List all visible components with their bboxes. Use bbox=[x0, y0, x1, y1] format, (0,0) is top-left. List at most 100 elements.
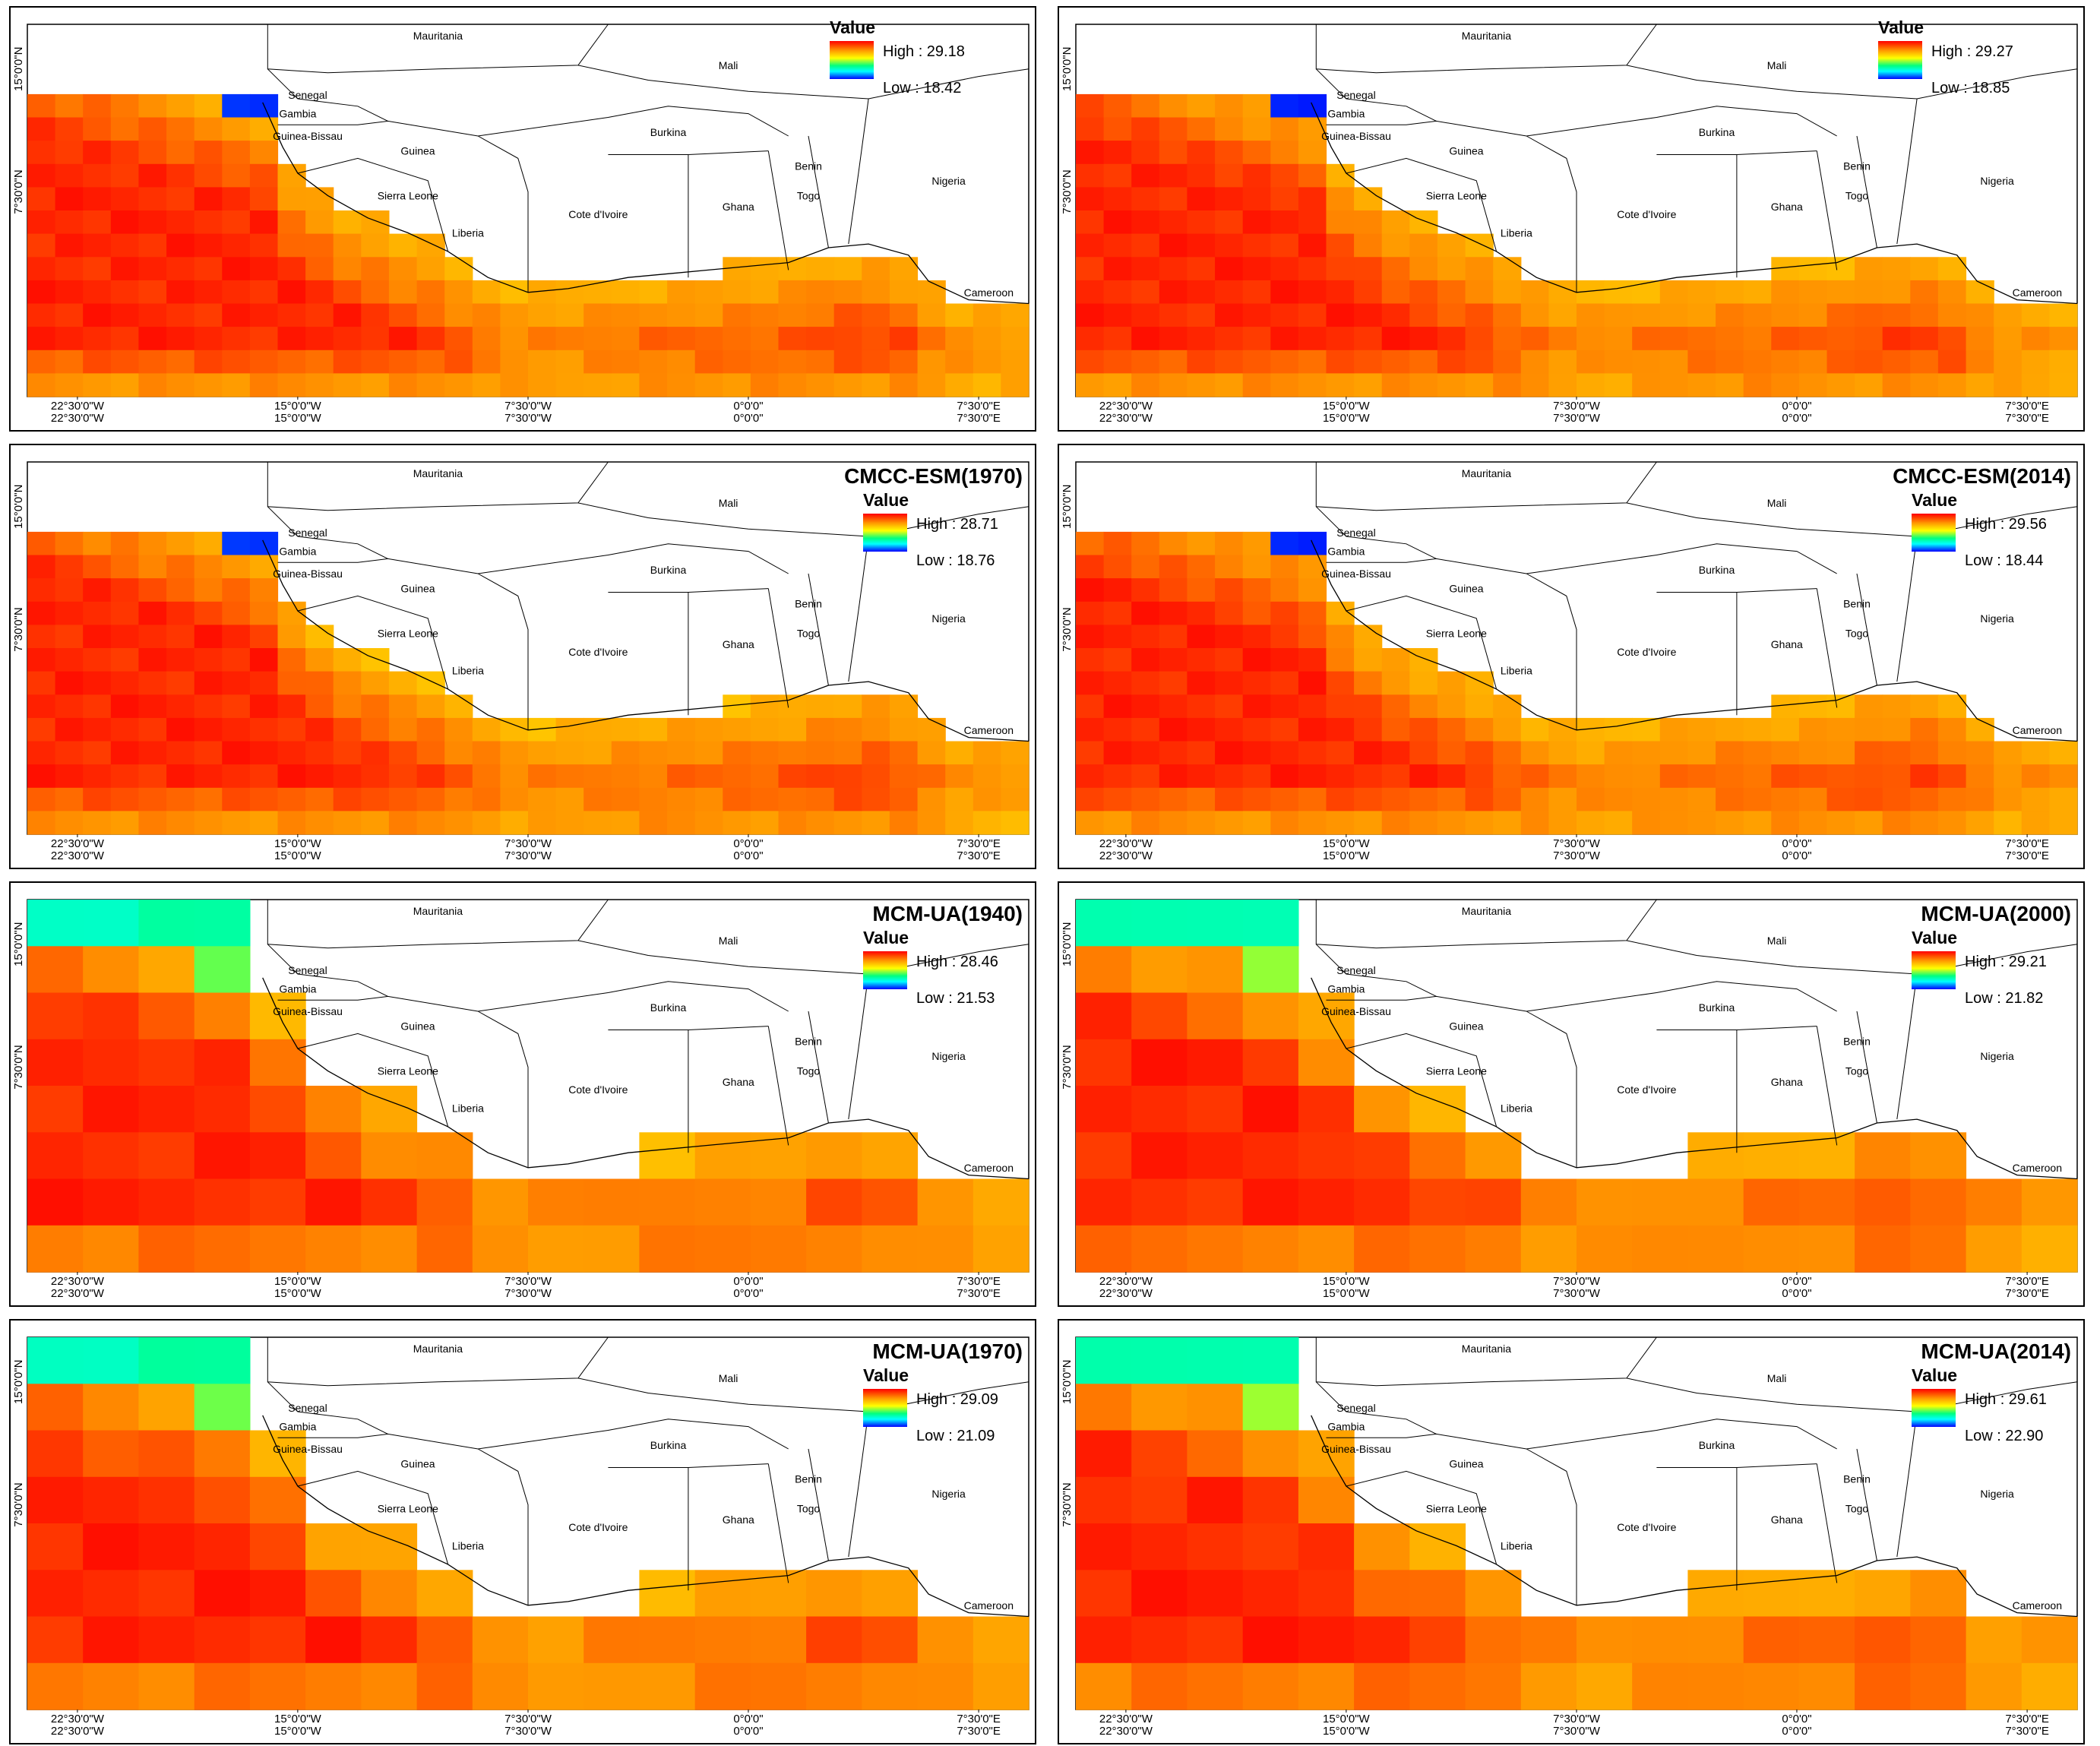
raster-cell bbox=[249, 1523, 306, 1570]
raster-cell bbox=[305, 1616, 362, 1664]
raster-cell bbox=[917, 1616, 974, 1664]
raster-cell bbox=[584, 717, 612, 742]
raster-cell bbox=[277, 671, 306, 695]
raster-cell bbox=[694, 1178, 751, 1226]
raster-cell bbox=[194, 741, 223, 765]
raster-cell bbox=[694, 1616, 751, 1664]
raster-cell bbox=[305, 187, 334, 211]
raster-cell bbox=[1076, 257, 1105, 281]
raster-cell bbox=[1910, 717, 1939, 742]
raster-cell bbox=[55, 163, 84, 188]
raster-cell bbox=[1604, 787, 1633, 811]
raster-cell bbox=[1076, 1616, 1132, 1664]
raster-cell bbox=[138, 1086, 195, 1133]
raster-cell bbox=[973, 303, 1001, 327]
raster-cell bbox=[1548, 373, 1577, 397]
raster-cell bbox=[305, 303, 334, 327]
raster-cell bbox=[1131, 373, 1160, 397]
raster-cell bbox=[1215, 373, 1244, 397]
raster-cell bbox=[1966, 303, 1994, 327]
raster-cell bbox=[723, 280, 751, 305]
legend-title: Value bbox=[830, 17, 875, 37]
country-border bbox=[1816, 1026, 1838, 1146]
raster-cell bbox=[194, 1430, 251, 1478]
raster-cell bbox=[1354, 327, 1383, 351]
raster-cell bbox=[1994, 350, 2023, 374]
raster-cell bbox=[1771, 303, 1800, 327]
country-border bbox=[608, 1026, 769, 1030]
raster-cell bbox=[194, 303, 223, 327]
raster-cell bbox=[166, 694, 195, 719]
raster-cell bbox=[1076, 555, 1105, 579]
raster-cell bbox=[1520, 811, 1549, 835]
country-border bbox=[1526, 1448, 1577, 1605]
raster-cell bbox=[1771, 717, 1800, 742]
raster-cell bbox=[1687, 764, 1716, 789]
raster-cell bbox=[27, 787, 56, 811]
map-svg: MauritaniaMaliSenegalGambiaGuinea-Bissau… bbox=[12, 899, 1029, 1300]
lon-label-bottom: 22°30'0"W bbox=[1099, 1713, 1153, 1725]
raster-cell bbox=[1076, 1225, 1132, 1273]
raster-cell bbox=[249, 992, 306, 1040]
lon-label-bottom: 7°30'0"W bbox=[1553, 1275, 1601, 1288]
raster-cell bbox=[1632, 373, 1661, 397]
raster-cell bbox=[1465, 787, 1494, 811]
raster-cell bbox=[1215, 625, 1244, 649]
raster-cell bbox=[1270, 163, 1299, 188]
raster-cell bbox=[1270, 811, 1299, 835]
raster-cell bbox=[1994, 327, 2023, 351]
raster-cell bbox=[194, 578, 223, 603]
raster-cell bbox=[138, 787, 167, 811]
lon-label-top-next: 7°30'0"W bbox=[504, 412, 552, 425]
raster-cell bbox=[1409, 350, 1438, 374]
raster-cell bbox=[1409, 303, 1438, 327]
raster-cell bbox=[917, 327, 946, 351]
raster-cell bbox=[1187, 350, 1216, 374]
country-label: Nigeria bbox=[931, 612, 966, 625]
country-label: Cameroon bbox=[964, 1599, 1014, 1612]
country-label: Guinea-Bissau bbox=[1321, 1443, 1391, 1455]
raster-cell bbox=[27, 280, 56, 305]
map-panel-1: Mauritania Mali Senegal Gambia Guinea-Bissau… bbox=[9, 6, 1036, 432]
raster-cell bbox=[2049, 373, 2078, 397]
raster-cell bbox=[2049, 350, 2078, 374]
raster-cell bbox=[1354, 1616, 1410, 1664]
country-label: Mauritania bbox=[1462, 467, 1512, 479]
raster-cell bbox=[166, 373, 195, 397]
raster-cell bbox=[778, 327, 807, 351]
raster-cell bbox=[1687, 1132, 1744, 1180]
country-label: Guinea-Bissau bbox=[273, 1005, 343, 1017]
raster-cell bbox=[1577, 764, 1605, 789]
raster-cell bbox=[166, 163, 195, 188]
raster-cell bbox=[833, 303, 862, 327]
raster-cell bbox=[1577, 350, 1605, 374]
raster-cell bbox=[1937, 717, 1967, 742]
raster-cell bbox=[1604, 280, 1633, 305]
map-svg: MauritaniaMaliSenegalGambiaGuinea-Bissau… bbox=[12, 461, 1029, 862]
country-label: Benin bbox=[795, 160, 822, 172]
raster-cell bbox=[194, 1337, 251, 1384]
raster-cell bbox=[862, 257, 890, 281]
raster-cell bbox=[1687, 350, 1716, 374]
raster-cell bbox=[1242, 625, 1271, 649]
raster-cell bbox=[1381, 717, 1410, 742]
raster-cell bbox=[1465, 233, 1494, 258]
raster-cell bbox=[55, 671, 84, 695]
raster-cell bbox=[667, 787, 696, 811]
raster-cell bbox=[277, 811, 306, 835]
raster-cell bbox=[1354, 280, 1383, 305]
raster-cell bbox=[1855, 1616, 1911, 1664]
raster-cell bbox=[388, 694, 418, 719]
raster-cell bbox=[1354, 1086, 1410, 1133]
country-border bbox=[478, 106, 789, 137]
raster-cell bbox=[1465, 257, 1494, 281]
raster-cell bbox=[1242, 787, 1271, 811]
raster-cell bbox=[27, 764, 56, 789]
lon-label-bottom: 7°30'0"W bbox=[504, 400, 552, 413]
raster-cell bbox=[1354, 741, 1383, 765]
legend-color-ramp bbox=[1912, 1389, 1956, 1427]
raster-cell bbox=[833, 373, 862, 397]
raster-cell bbox=[1242, 1523, 1299, 1570]
raster-cell bbox=[1298, 1476, 1355, 1524]
lon-label-bottom: 7°30'0"E bbox=[957, 837, 1001, 850]
